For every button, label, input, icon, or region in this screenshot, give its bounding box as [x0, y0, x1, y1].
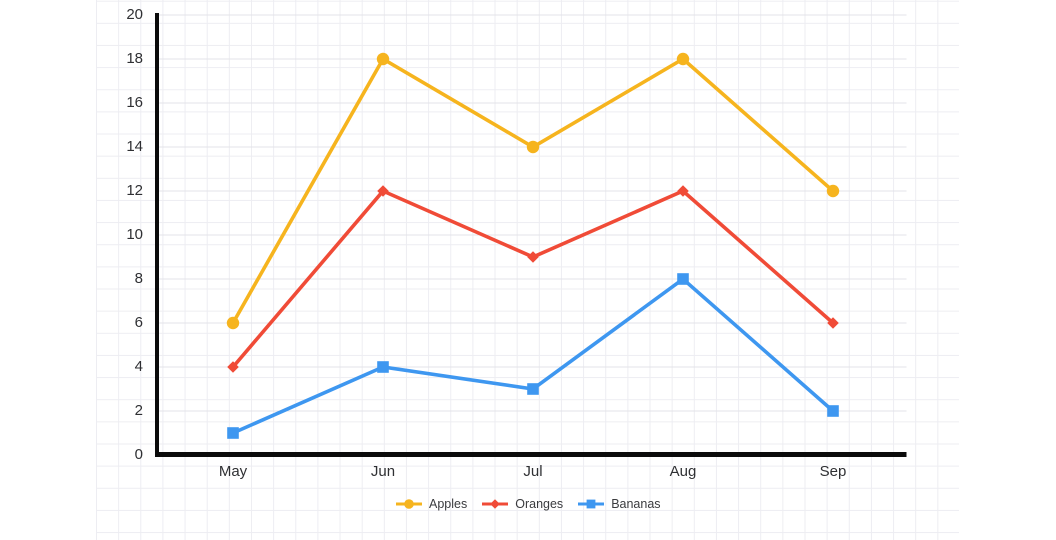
y-tick-label: 20	[126, 6, 143, 23]
marker-bananas-jun	[377, 361, 389, 373]
legend-marker-shape	[490, 499, 501, 509]
marker-oranges-sep	[827, 317, 839, 329]
y-tick-label: 4	[134, 358, 143, 375]
y-tick-label: 2	[134, 402, 143, 419]
marker-oranges-aug	[677, 185, 689, 197]
legend-circle-icon	[396, 499, 422, 509]
marker-apples-sep	[826, 184, 840, 198]
y-tick-label: 0	[134, 446, 143, 463]
x-tick-label: Sep	[819, 463, 847, 480]
x-tick-label: Jun	[370, 463, 396, 480]
legend-square-icon	[578, 499, 605, 509]
y-tick-label: 8	[134, 270, 143, 287]
legend-label: Bananas	[611, 497, 661, 511]
y-tick-label: 12	[126, 182, 143, 199]
chart-legend: Apples Oranges Bananas	[396, 496, 661, 512]
marker-apples-aug	[676, 52, 690, 66]
y-tick-label: 6	[134, 314, 143, 331]
marker-oranges-jun	[377, 185, 389, 197]
y-tick-label: 10	[126, 226, 143, 243]
grid-paper-background	[96, 0, 959, 540]
y-tick-label: 18	[126, 50, 143, 67]
marker-bananas-jul	[527, 383, 539, 395]
legend-item-apples[interactable]: Apples	[396, 497, 467, 511]
marker-bananas-aug	[677, 273, 689, 285]
y-tick-label: 14	[126, 138, 143, 155]
legend-diamond-icon	[482, 499, 509, 509]
x-tick-label: Aug	[669, 463, 697, 480]
legend-label: Apples	[429, 497, 468, 511]
marker-bananas-sep	[827, 405, 839, 417]
marker-apples-jun	[376, 52, 390, 66]
marker-oranges-may	[227, 361, 239, 373]
legend-marker-shape	[586, 499, 596, 509]
legend-item-oranges[interactable]: Oranges	[482, 497, 563, 511]
marker-oranges-jul	[527, 251, 539, 263]
marker-bananas-may	[227, 427, 239, 439]
marker-apples-may	[226, 316, 240, 330]
series-line-bananas	[231, 276, 835, 435]
marker-apples-jul	[526, 140, 540, 154]
legend-item-bananas[interactable]: Bananas	[578, 497, 661, 511]
x-tick-label: Jul	[523, 463, 543, 480]
y-tick-label: 16	[126, 94, 143, 111]
legend-marker-shape	[404, 499, 414, 509]
legend-label: Oranges	[515, 497, 564, 511]
x-tick-label: May	[218, 463, 248, 480]
